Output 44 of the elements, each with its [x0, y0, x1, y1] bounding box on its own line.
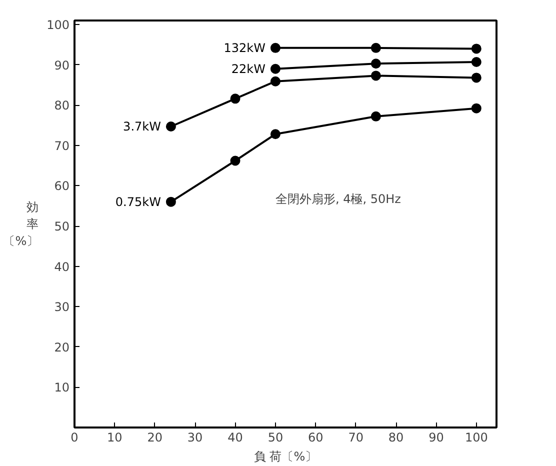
x-tick-label: 10 [107, 430, 122, 444]
x-tick-label: 0 [70, 430, 78, 444]
series-label: 22kW [231, 62, 266, 76]
y-tick-label: 20 [54, 340, 70, 354]
x-tick-label: 60 [308, 430, 324, 444]
series-label: 3.7kW [123, 119, 162, 134]
point [370, 58, 381, 69]
point [166, 196, 176, 207]
y-tick-label: 70 [54, 138, 70, 153]
y-tick-label: 10 [54, 380, 70, 395]
point [166, 121, 176, 132]
x-tick-label: 50 [268, 430, 284, 444]
point [270, 129, 280, 140]
x-tick-label: 30 [187, 430, 203, 444]
point [471, 72, 482, 83]
point [270, 76, 280, 86]
point [471, 103, 482, 114]
point [230, 156, 240, 166]
x-tick-label: 90 [428, 430, 444, 444]
y-tick-label: 30 [54, 300, 70, 314]
y-tick-label: 80 [54, 98, 70, 113]
annotation: 全閉外扇形, 4極, 50Hz [275, 192, 401, 206]
x-axis-title: 負 荷〔%〕 [254, 450, 318, 464]
y-tick-label: 40 [54, 260, 70, 274]
point [370, 70, 381, 81]
y-tick-label: 60 [54, 179, 70, 194]
y-tick-label: 50 [54, 220, 70, 234]
point [370, 111, 381, 122]
point [471, 44, 482, 54]
x-tick-label: 100 [464, 430, 488, 444]
y-tick-label: 90 [54, 58, 70, 72]
series-label: 0.75kW [115, 194, 162, 209]
point [471, 57, 482, 67]
y-axis-title: 効率〔%〕 [3, 200, 39, 248]
point [270, 64, 280, 74]
point [270, 42, 280, 53]
x-tick-label: 40 [228, 430, 243, 444]
point [370, 42, 381, 53]
series-label: 132kW [224, 40, 266, 55]
y-tick-label: 100 [46, 18, 70, 32]
point [230, 94, 240, 104]
x-tick-label: 20 [147, 430, 163, 444]
x-tick-label: 80 [388, 430, 404, 444]
x-tick-label: 70 [348, 430, 364, 444]
